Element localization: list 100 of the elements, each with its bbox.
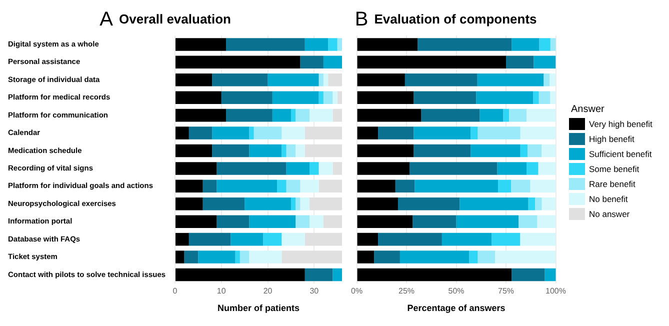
bar bbox=[332, 91, 338, 104]
bar bbox=[176, 144, 212, 158]
bar bbox=[544, 74, 550, 86]
bar bbox=[470, 144, 520, 158]
bar bbox=[216, 215, 250, 228]
bar bbox=[492, 232, 520, 246]
bar bbox=[520, 232, 556, 246]
bar bbox=[202, 198, 245, 210]
bar bbox=[512, 38, 540, 51]
bar bbox=[503, 108, 510, 122]
bar bbox=[212, 126, 250, 140]
bar bbox=[318, 74, 324, 86]
bar bbox=[550, 74, 556, 86]
bar bbox=[477, 74, 544, 86]
bar bbox=[244, 198, 291, 210]
bar bbox=[176, 108, 226, 122]
bar bbox=[357, 180, 396, 193]
bar bbox=[235, 250, 240, 264]
bar bbox=[318, 162, 333, 175]
bar bbox=[286, 180, 300, 193]
bar bbox=[398, 198, 460, 210]
bar bbox=[230, 232, 264, 246]
bar bbox=[357, 74, 405, 86]
bar bbox=[176, 38, 226, 51]
bar bbox=[300, 180, 319, 193]
bar bbox=[323, 56, 342, 69]
bar bbox=[374, 250, 400, 264]
bar bbox=[296, 215, 310, 228]
bar bbox=[534, 56, 556, 69]
bar bbox=[357, 215, 413, 228]
bar bbox=[478, 126, 520, 140]
x-tick-label: 20 bbox=[263, 286, 273, 296]
bar bbox=[286, 144, 296, 158]
bar bbox=[421, 108, 480, 122]
bar bbox=[506, 56, 534, 69]
bar bbox=[442, 232, 492, 246]
bar bbox=[254, 126, 282, 140]
bar bbox=[176, 180, 203, 193]
bar bbox=[520, 144, 528, 158]
bar bbox=[526, 162, 538, 175]
bar bbox=[221, 91, 272, 104]
legend-label: Very high benefit bbox=[589, 118, 652, 128]
x-tick-label: 10 bbox=[216, 286, 226, 296]
bar bbox=[478, 250, 496, 264]
bar bbox=[323, 91, 333, 104]
bar bbox=[535, 198, 542, 210]
bar bbox=[176, 126, 189, 140]
bar bbox=[550, 91, 556, 104]
bar bbox=[418, 38, 512, 51]
bar bbox=[542, 144, 556, 158]
bar bbox=[357, 144, 414, 158]
bar bbox=[470, 126, 478, 140]
bar bbox=[226, 108, 272, 122]
bar bbox=[537, 215, 556, 228]
bar bbox=[538, 91, 550, 104]
bar bbox=[176, 162, 217, 175]
bar bbox=[226, 38, 305, 51]
bar bbox=[296, 144, 305, 158]
bar bbox=[460, 198, 528, 210]
bar bbox=[414, 144, 471, 158]
bar bbox=[290, 198, 296, 210]
bar bbox=[509, 108, 527, 122]
bar bbox=[414, 91, 476, 104]
bar bbox=[518, 215, 538, 228]
bar bbox=[176, 198, 203, 210]
bar bbox=[498, 180, 511, 193]
bar bbox=[188, 126, 212, 140]
bar bbox=[202, 180, 217, 193]
bar bbox=[357, 250, 374, 264]
legend-label: Some benefit bbox=[589, 164, 640, 174]
bar bbox=[357, 38, 418, 51]
bar bbox=[216, 162, 286, 175]
bar bbox=[176, 232, 189, 246]
bar bbox=[300, 198, 310, 210]
bar bbox=[263, 232, 282, 246]
bar bbox=[272, 91, 319, 104]
legend-label: Rare benefit bbox=[589, 178, 636, 188]
bar bbox=[357, 268, 512, 282]
bar bbox=[328, 38, 338, 51]
bar bbox=[249, 144, 282, 158]
bar bbox=[272, 108, 291, 122]
chart-title: Evaluation of components bbox=[374, 11, 537, 26]
bar bbox=[404, 74, 478, 86]
bar bbox=[528, 144, 542, 158]
bar bbox=[414, 180, 498, 193]
bar bbox=[456, 215, 519, 228]
bar bbox=[539, 38, 550, 51]
bar bbox=[510, 180, 530, 193]
bar bbox=[300, 56, 324, 69]
x-tick-label: 0% bbox=[351, 286, 363, 296]
bar bbox=[176, 91, 222, 104]
bar bbox=[310, 215, 324, 228]
text: B bbox=[354, 8, 368, 31]
bar bbox=[176, 215, 217, 228]
bar bbox=[240, 250, 250, 264]
bar bbox=[538, 162, 556, 175]
bar bbox=[357, 126, 378, 140]
chart-title: Overall evaluation bbox=[119, 11, 232, 26]
bar bbox=[188, 232, 231, 246]
bar bbox=[476, 91, 534, 104]
